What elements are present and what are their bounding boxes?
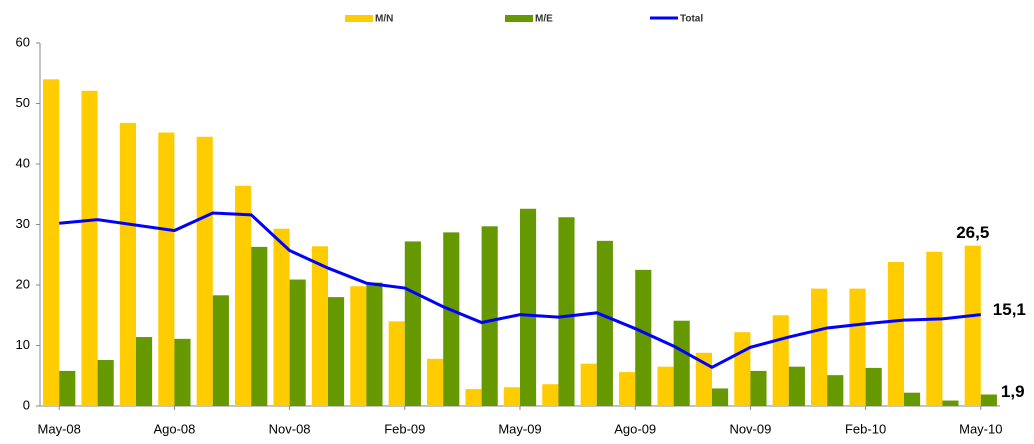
x-tick-label: Feb-09 — [384, 421, 425, 436]
bar — [366, 282, 383, 406]
legend-swatch — [505, 15, 533, 22]
x-tick-label: May-08 — [38, 421, 81, 436]
bar — [926, 251, 943, 406]
bar — [673, 320, 690, 406]
bar — [158, 132, 175, 407]
x-tick-label: Feb-10 — [845, 421, 886, 436]
bar — [481, 226, 498, 406]
bar — [849, 288, 866, 406]
bar — [97, 360, 114, 406]
bar — [388, 321, 405, 406]
bar — [43, 79, 60, 407]
bar — [980, 394, 997, 406]
y-tick-label: 50 — [16, 95, 30, 110]
bar — [59, 370, 76, 406]
bar — [350, 286, 367, 406]
y-tick-label: 40 — [16, 155, 30, 170]
bar — [235, 185, 252, 406]
data-label: 1,9 — [1001, 382, 1025, 401]
legend-swatch — [345, 15, 373, 22]
bar — [328, 297, 345, 406]
legend-label: M/N — [375, 14, 393, 25]
y-tick-label: 20 — [16, 276, 30, 291]
y-tick-label: 30 — [16, 216, 30, 231]
bar — [289, 279, 306, 406]
legend-label: Total — [680, 14, 703, 25]
bar — [750, 370, 767, 406]
bar — [119, 122, 136, 407]
bar — [734, 332, 751, 406]
bar — [657, 366, 674, 406]
bar — [942, 400, 959, 406]
bar — [251, 246, 268, 406]
bar — [542, 384, 559, 406]
bar — [427, 358, 444, 406]
data-label: 15,1 — [993, 300, 1026, 319]
bar — [811, 288, 828, 406]
x-tick-label: Ago-08 — [153, 421, 195, 436]
bar — [712, 388, 729, 406]
bar — [596, 240, 613, 406]
bar — [904, 392, 921, 406]
bar — [619, 372, 636, 406]
legend-label: M/E — [535, 14, 553, 25]
bar — [827, 375, 844, 406]
bar — [311, 246, 328, 406]
bar — [580, 363, 597, 406]
bar — [503, 387, 520, 406]
bar — [465, 389, 482, 406]
bar — [558, 217, 575, 406]
x-tick-label: Nov-09 — [729, 421, 771, 436]
data-label: 26,5 — [956, 223, 989, 242]
bar — [212, 295, 229, 406]
x-tick-label: May-10 — [959, 421, 1002, 436]
bar — [174, 338, 191, 406]
bar — [635, 269, 652, 406]
bar — [404, 241, 421, 406]
bar — [964, 245, 981, 406]
bar — [136, 337, 153, 406]
bar — [273, 228, 290, 406]
y-tick-label: 60 — [16, 34, 30, 49]
x-tick-label: May-09 — [498, 421, 541, 436]
bar — [443, 232, 460, 406]
bar — [788, 366, 805, 406]
y-tick-label: 10 — [16, 337, 30, 352]
bar — [887, 262, 904, 406]
bar — [772, 315, 789, 406]
bar — [520, 208, 537, 406]
bar — [81, 90, 98, 407]
bar — [865, 367, 882, 406]
line — [59, 211, 981, 369]
y-tick-label: 0 — [23, 397, 30, 412]
x-tick-label: Ago-09 — [614, 421, 656, 436]
bar — [196, 136, 213, 406]
x-tick-label: Nov-08 — [269, 421, 311, 436]
